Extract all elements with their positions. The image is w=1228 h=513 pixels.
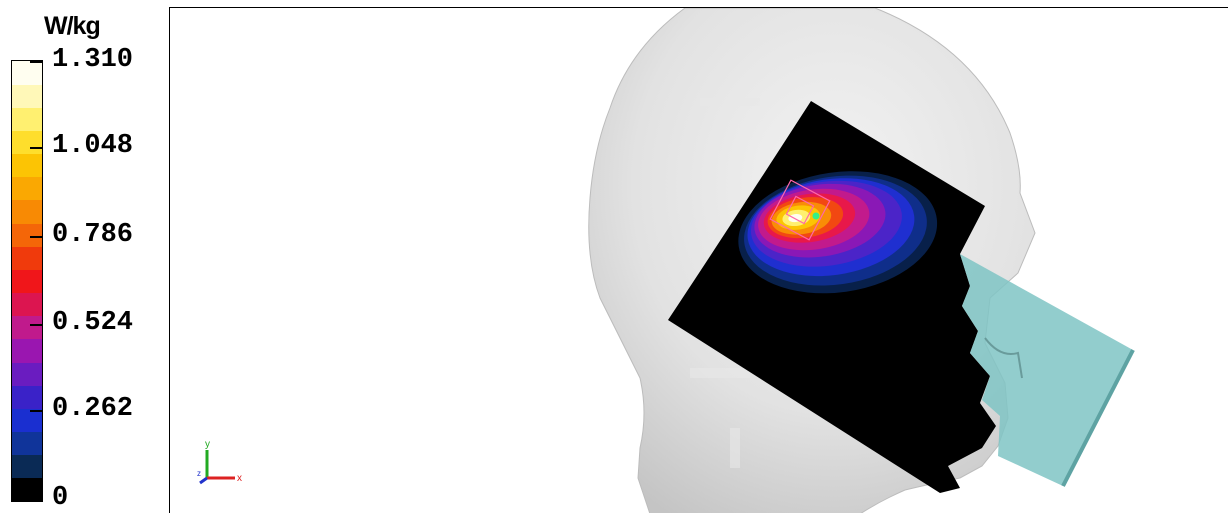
legend-color-step xyxy=(12,84,42,108)
legend-color-step xyxy=(12,153,42,178)
z-axis-label: z xyxy=(197,469,201,478)
legend-tick-label: 0 xyxy=(52,483,69,513)
legend-color-step xyxy=(12,223,42,247)
legend-color-step xyxy=(12,130,42,155)
legend-tick-mark xyxy=(30,497,42,499)
color-scale-legend: W/kg 1.310 1.048 0.786 0.524 0.262 0 xyxy=(0,0,168,513)
legend-color-step xyxy=(12,176,42,201)
legend-color-step xyxy=(12,477,42,502)
sar-scene xyxy=(588,8,1135,513)
legend-color-step xyxy=(12,199,42,224)
legend-color-step xyxy=(12,338,42,363)
legend-tick-label: 1.048 xyxy=(52,131,134,161)
legend-color-step xyxy=(12,408,42,433)
legend-color-step xyxy=(12,431,42,456)
legend-color-step xyxy=(12,269,42,294)
legend-tick-label: 1.310 xyxy=(52,45,134,75)
legend-tick-mark xyxy=(30,236,42,238)
axis-triad: y x z xyxy=(197,439,242,485)
legend-tick-mark xyxy=(30,61,42,63)
legend-color-step xyxy=(12,107,42,131)
zoom-scan-cube xyxy=(769,179,831,241)
legend-color-step xyxy=(12,385,42,409)
x-axis-label: x xyxy=(237,473,242,484)
legend-tick-label: 0.262 xyxy=(52,394,134,424)
3d-viewport[interactable] xyxy=(169,7,1228,513)
legend-tick-label: 0.786 xyxy=(52,220,134,250)
legend-tick-mark xyxy=(30,324,42,326)
legend-tick-mark xyxy=(30,147,42,149)
legend-unit: W/kg xyxy=(44,12,101,40)
z-axis-line xyxy=(199,476,208,485)
legend-color-step xyxy=(12,454,42,479)
color-scale-bar xyxy=(11,60,43,502)
peak-marker xyxy=(812,212,820,220)
legend-tick-mark xyxy=(30,410,42,412)
phone-device xyxy=(960,254,1135,487)
legend-color-step xyxy=(12,315,42,340)
legend-color-step xyxy=(12,246,42,270)
legend-color-step xyxy=(12,362,42,386)
y-axis-label: y xyxy=(205,439,210,450)
legend-tick-label: 0.524 xyxy=(52,308,134,338)
legend-color-step xyxy=(12,292,42,317)
legend-color-step xyxy=(12,61,42,85)
